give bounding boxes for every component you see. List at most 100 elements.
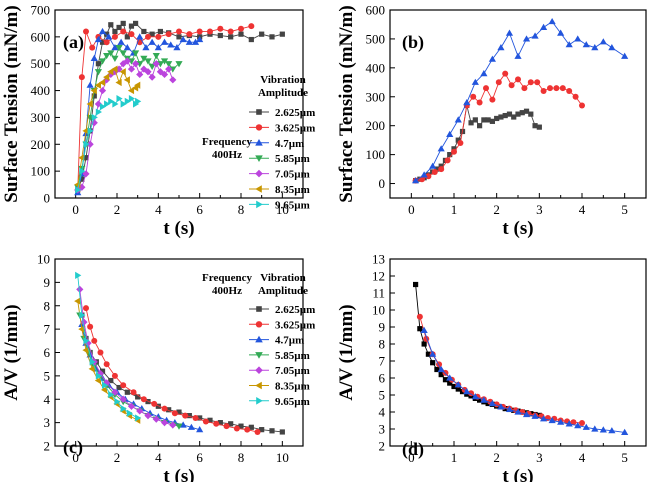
data-point <box>179 421 187 428</box>
data-point <box>207 417 213 423</box>
data-point <box>108 22 114 28</box>
legend-label: 4.7µm <box>275 335 304 347</box>
data-point <box>494 115 500 122</box>
data-point <box>531 32 539 39</box>
data-point <box>151 400 158 407</box>
data-point <box>87 323 94 330</box>
data-point <box>119 395 127 403</box>
x-tick-label: 8 <box>238 450 245 465</box>
data-point <box>126 409 133 417</box>
annotation-text: 400Hz <box>212 285 242 297</box>
data-point <box>495 79 502 86</box>
y-tick-label: 100 <box>31 164 51 179</box>
data-point <box>463 98 471 106</box>
data-point <box>425 351 431 357</box>
data-point <box>420 326 428 333</box>
legend-title: Amplitude <box>258 87 308 99</box>
legend-marker <box>255 185 262 193</box>
data-point <box>97 349 104 356</box>
data-point <box>135 394 141 400</box>
data-point <box>95 372 102 380</box>
data-point <box>565 420 573 427</box>
data-point <box>120 20 126 27</box>
data-point <box>134 81 141 89</box>
data-point <box>207 28 213 35</box>
data-point <box>248 424 254 430</box>
x-tick-label: 5 <box>621 450 628 465</box>
legend-marker <box>255 139 263 146</box>
data-point <box>120 405 127 413</box>
data-point <box>463 388 471 395</box>
data-point <box>485 117 491 123</box>
data-point <box>103 73 110 81</box>
data-point <box>446 130 454 137</box>
data-point <box>127 86 135 95</box>
data-point <box>522 410 531 418</box>
y-tick-label: 600 <box>31 29 51 44</box>
data-point <box>227 28 234 35</box>
data-point <box>472 117 478 123</box>
data-point <box>470 93 477 100</box>
data-point <box>416 313 423 320</box>
series-line <box>77 301 138 421</box>
data-point <box>420 171 428 178</box>
x-tick-label: 6 <box>196 202 203 217</box>
data-point <box>161 405 168 412</box>
legend-label: 2.625µm <box>275 107 315 119</box>
y-tick-label: 5 <box>379 388 386 403</box>
x-tick-label: 0 <box>72 450 79 465</box>
y-tick-label: 100 <box>366 147 386 162</box>
data-point <box>103 361 110 368</box>
data-point <box>515 76 521 83</box>
data-point <box>152 53 160 60</box>
y-tick-label: 200 <box>366 118 386 133</box>
x-tick-label: 0 <box>408 202 415 217</box>
data-point <box>238 423 244 429</box>
data-point <box>98 58 107 65</box>
data-point <box>176 28 182 35</box>
data-point <box>217 25 224 32</box>
x-tick-label: 8 <box>238 202 245 217</box>
data-point <box>196 35 204 43</box>
data-point <box>83 155 89 161</box>
y-tick-label: 0 <box>379 176 386 191</box>
y-tick-label: 11 <box>372 286 385 301</box>
data-point <box>431 168 438 175</box>
data-point <box>160 58 169 65</box>
series-7.05µm <box>76 285 177 429</box>
y-tick-label: 7 <box>379 354 386 369</box>
data-point <box>434 166 440 172</box>
data-point <box>608 427 616 434</box>
data-point <box>176 409 182 415</box>
y-tick-label: 6 <box>379 371 386 386</box>
data-point <box>123 76 130 84</box>
data-point <box>477 123 483 129</box>
data-point <box>136 70 144 79</box>
data-point <box>213 420 220 427</box>
data-point <box>117 38 125 45</box>
x-tick-label: 0 <box>72 202 79 217</box>
data-point <box>527 79 534 86</box>
data-point <box>123 57 131 65</box>
x-tick-label: 2 <box>114 450 121 465</box>
data-point <box>481 117 487 123</box>
series-400Hz <box>412 17 629 184</box>
y-axis-label: Surface Tension (mN/m) <box>1 5 22 202</box>
x-axis-label: t (s) <box>502 218 533 239</box>
y-tick-label: 4 <box>379 405 386 420</box>
data-point <box>514 52 522 59</box>
legend-marker <box>256 109 262 115</box>
legend-label: 3.625µm <box>275 319 315 331</box>
data-point <box>154 44 162 51</box>
data-point <box>217 420 223 426</box>
data-point <box>171 410 178 417</box>
annotation-text: Frequency <box>202 136 252 148</box>
y-tick-label: 300 <box>366 89 386 104</box>
legend-label: 9.65µm <box>275 396 310 408</box>
data-point <box>192 414 199 421</box>
data-point <box>155 33 162 40</box>
series-line <box>415 20 625 182</box>
data-point <box>182 412 189 419</box>
series-line <box>85 307 258 433</box>
